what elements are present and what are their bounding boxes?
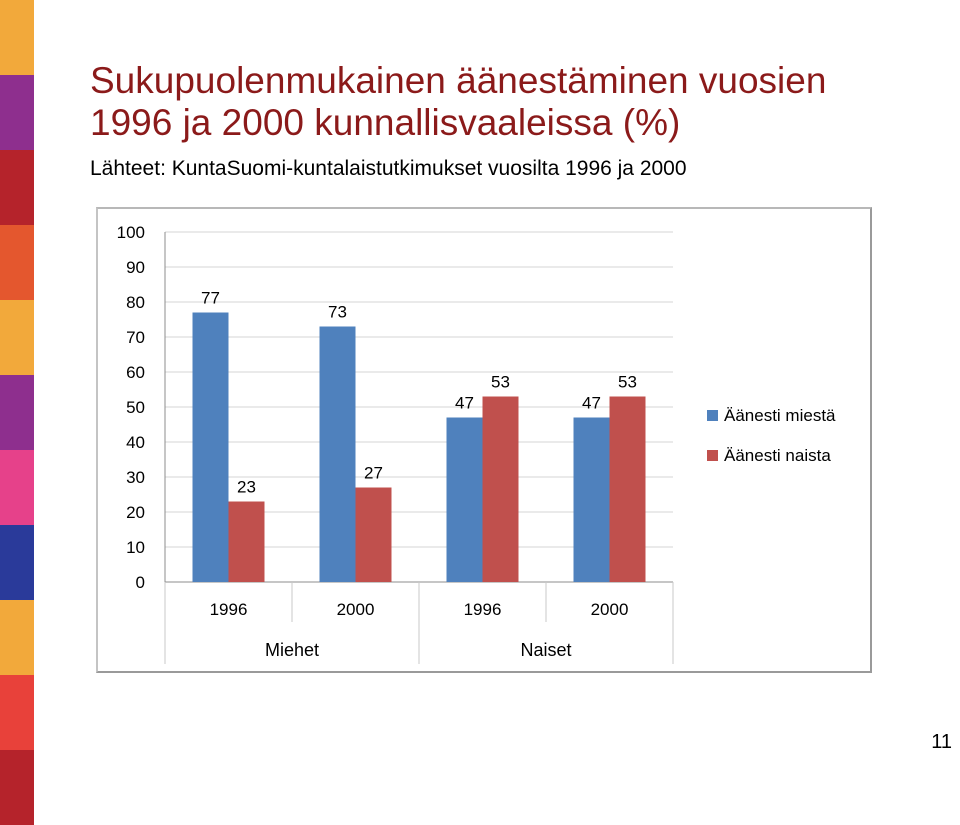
page-number: 11 xyxy=(931,731,952,753)
bar xyxy=(446,417,483,582)
stripe-segment xyxy=(0,150,34,225)
data-label: 53 xyxy=(491,373,510,392)
y-tick-label: 100 xyxy=(117,223,145,242)
bar xyxy=(228,501,265,582)
bar xyxy=(609,396,646,582)
stripe-segment xyxy=(0,450,34,525)
stripe-segment xyxy=(0,600,34,675)
data-label: 47 xyxy=(455,394,474,413)
y-tick-label: 50 xyxy=(126,398,145,417)
y-tick-label: 70 xyxy=(126,328,145,347)
bar-chart: 0 10 20 30 40 50 60 70 80 90 100 77 73 47 47 23 27 53 53 19… xyxy=(117,223,836,664)
bar xyxy=(482,396,519,582)
legend-swatch xyxy=(707,410,718,421)
decorative-color-stripe xyxy=(0,0,34,825)
bar xyxy=(573,417,610,582)
data-label: 53 xyxy=(618,373,637,392)
data-label: 47 xyxy=(582,394,601,413)
stripe-segment xyxy=(0,675,34,750)
y-tick-label: 0 xyxy=(136,573,145,592)
stripe-segment xyxy=(0,225,34,300)
y-tick-label: 60 xyxy=(126,363,145,382)
data-label: 77 xyxy=(201,289,220,308)
bar xyxy=(319,326,356,582)
bar xyxy=(192,312,229,582)
group-label: Naiset xyxy=(520,640,571,660)
slide-title-line-2: 1996 ja 2000 kunnallisvaaleissa (%) xyxy=(90,102,681,143)
stripe-segment xyxy=(0,525,34,600)
legend-label: Äänesti miestä xyxy=(724,406,836,425)
group-label: Miehet xyxy=(265,640,319,660)
x-tick-label: 2000 xyxy=(337,600,375,619)
chart-frame: 0 10 20 30 40 50 60 70 80 90 100 77 73 47 47 23 27 53 53 19… xyxy=(96,207,872,673)
slide-title: Sukupuolenmukainen äänestäminen vuosien … xyxy=(90,60,826,144)
stripe-segment xyxy=(0,75,34,150)
data-label: 27 xyxy=(364,464,383,483)
legend-label: Äänesti naista xyxy=(724,446,831,465)
y-tick-label: 10 xyxy=(126,538,145,557)
bar xyxy=(355,487,392,582)
stripe-segment xyxy=(0,300,34,375)
y-tick-label: 80 xyxy=(126,293,145,312)
y-tick-label: 20 xyxy=(126,503,145,522)
data-label: 73 xyxy=(328,303,347,322)
source-note: Lähteet: KuntaSuomi-kuntalaistutkimukset… xyxy=(90,157,687,180)
y-tick-label: 30 xyxy=(126,468,145,487)
y-tick-label: 90 xyxy=(126,258,145,277)
stripe-segment xyxy=(0,0,34,75)
stripe-segment xyxy=(0,375,34,450)
x-tick-label: 1996 xyxy=(464,600,502,619)
x-tick-label: 2000 xyxy=(591,600,629,619)
slide-title-line-1: Sukupuolenmukainen äänestäminen vuosien xyxy=(90,60,827,101)
data-label: 23 xyxy=(237,478,256,497)
legend-swatch xyxy=(707,450,718,461)
stripe-segment xyxy=(0,750,34,825)
y-tick-label: 40 xyxy=(126,433,145,452)
x-tick-label: 1996 xyxy=(210,600,248,619)
